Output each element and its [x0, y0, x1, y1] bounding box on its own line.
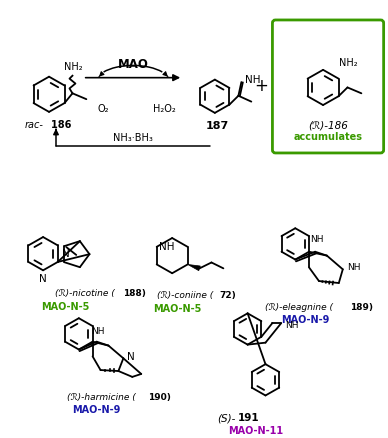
Text: NH₂: NH₂ — [339, 58, 358, 68]
Text: 188): 188) — [123, 289, 146, 298]
Text: O₂: O₂ — [97, 104, 109, 114]
Text: NH: NH — [91, 327, 104, 336]
Text: MAO-N-5: MAO-N-5 — [153, 304, 201, 314]
FancyBboxPatch shape — [272, 20, 384, 153]
Text: H₂O₂: H₂O₂ — [153, 104, 176, 114]
Text: N: N — [127, 352, 135, 362]
Text: 186: 186 — [45, 120, 71, 130]
Text: (ℛ)-harmicine (: (ℛ)-harmicine ( — [67, 392, 136, 402]
Polygon shape — [188, 265, 200, 271]
Text: MAO-N-5: MAO-N-5 — [41, 302, 89, 311]
Text: MAO-N-9: MAO-N-9 — [281, 315, 329, 325]
Text: 191: 191 — [238, 413, 259, 423]
Text: (ℛ)-eleagnine (: (ℛ)-eleagnine ( — [265, 303, 333, 312]
Text: +: + — [255, 78, 268, 95]
Text: rac-: rac- — [24, 120, 43, 130]
Text: NH₃·BH₃: NH₃·BH₃ — [114, 133, 153, 143]
Text: NH: NH — [285, 321, 299, 329]
Text: (ℛ)-nicotine (: (ℛ)-nicotine ( — [55, 289, 115, 298]
Text: NH: NH — [159, 242, 175, 252]
Text: MAO-N-9: MAO-N-9 — [73, 405, 121, 415]
Text: 72): 72) — [220, 291, 237, 300]
Polygon shape — [345, 72, 350, 88]
Text: 187: 187 — [205, 121, 229, 131]
Text: 190): 190) — [148, 392, 171, 402]
Text: NH: NH — [347, 263, 360, 272]
Text: accumulates: accumulates — [294, 132, 362, 142]
Text: MAO: MAO — [118, 58, 148, 71]
Text: (S)-: (S)- — [217, 413, 236, 423]
Text: 189): 189) — [350, 303, 373, 311]
Text: MAO-N-11: MAO-N-11 — [228, 426, 283, 436]
Text: N: N — [39, 274, 47, 284]
Text: N: N — [62, 249, 70, 259]
Text: NH₂: NH₂ — [64, 62, 83, 72]
Text: NH: NH — [245, 75, 261, 85]
Text: (ℛ)-coniine (: (ℛ)-coniine ( — [157, 291, 213, 300]
Text: (ℛ)-186: (ℛ)-186 — [308, 121, 348, 131]
Text: NH: NH — [310, 235, 324, 244]
